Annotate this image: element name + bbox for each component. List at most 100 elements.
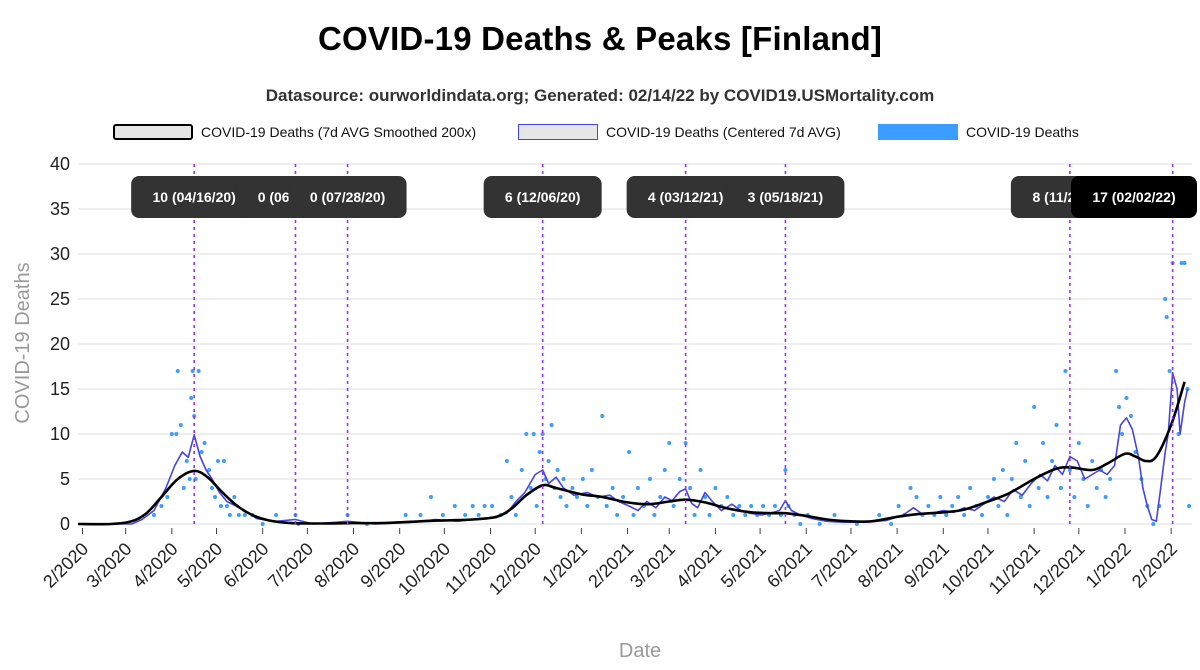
- raw-point-132: [1000, 468, 1005, 472]
- raw-point-50: [524, 432, 529, 436]
- x-tick-label-11: 1/2021: [538, 539, 591, 592]
- raw-point-49: [519, 468, 524, 472]
- raw-point-55: [540, 432, 545, 436]
- raw-point-82: [662, 468, 667, 472]
- legend-swatch-centered: [518, 124, 598, 140]
- raw-point-129: [985, 495, 990, 499]
- raw-point-0: [151, 513, 156, 517]
- raw-point-110: [832, 513, 837, 517]
- raw-point-22: [221, 459, 226, 463]
- raw-point-151: [1085, 504, 1090, 508]
- raw-point-47: [509, 495, 514, 499]
- x-tick-label-12: 2/2021: [584, 539, 637, 592]
- raw-point-135: [1014, 441, 1019, 445]
- raw-point-51: [528, 486, 533, 490]
- legend-swatch-raw: [878, 124, 958, 140]
- raw-point-80: [652, 513, 657, 517]
- raw-point-17: [207, 468, 212, 472]
- centered-avg-line: [78, 371, 1189, 525]
- y-tick-label-0: 0: [60, 514, 70, 534]
- raw-point-72: [610, 486, 615, 490]
- raw-point-139: [1032, 405, 1037, 409]
- legend-label-centered: COVID-19 Deaths (Centered 7d AVG): [606, 124, 841, 140]
- legend-item-centered[interactable]: COVID-19 Deaths (Centered 7d AVG): [518, 124, 841, 140]
- x-tick-label-0: 2/2020: [39, 539, 92, 592]
- legend-item-raw[interactable]: COVID-19 Deaths: [878, 124, 1079, 140]
- legend-item-smoothed[interactable]: COVID-19 Deaths (7d AVG Smoothed 200x): [113, 124, 476, 140]
- raw-point-131: [996, 504, 1001, 508]
- peak-markers: 10 (04/16/20)0 (06/23/20)0 (07/28/20)6 (…: [131, 164, 1197, 524]
- raw-point-128: [980, 513, 985, 517]
- raw-point-142: [1045, 495, 1050, 499]
- raw-point-143: [1050, 459, 1055, 463]
- y-tick-label-10: 10: [50, 424, 70, 444]
- raw-point-71: [604, 504, 609, 508]
- raw-point-92: [713, 486, 718, 490]
- y-axis-ticks: 0 5 10 15 20 25 30 35 40: [50, 154, 70, 534]
- raw-point-58: [549, 423, 554, 427]
- raw-point-30: [274, 513, 279, 517]
- raw-point-107: [798, 522, 803, 526]
- raw-point-35: [403, 513, 408, 517]
- raw-point-141: [1041, 441, 1046, 445]
- y-tick-label-35: 35: [50, 199, 70, 219]
- raw-point-86: [683, 441, 688, 445]
- raw-point-133: [1005, 513, 1010, 517]
- peak-label-4: 4 (03/12/21): [648, 189, 724, 205]
- raw-point-27: [242, 513, 247, 517]
- raw-point-7: [181, 486, 186, 490]
- raw-point-48: [513, 513, 518, 517]
- x-tick-label-3: 5/2020: [173, 539, 226, 592]
- raw-deaths-points: [151, 189, 1192, 526]
- y-tick-label-40: 40: [50, 154, 70, 174]
- raw-point-136: [1018, 495, 1023, 499]
- raw-point-152: [1090, 459, 1095, 463]
- peak-label-box-5: [726, 176, 845, 218]
- raw-point-153: [1094, 486, 1099, 490]
- raw-point-119: [926, 504, 931, 508]
- raw-point-96: [737, 504, 742, 508]
- x-tick-label-16: 6/2021: [763, 539, 816, 592]
- x-tick-label-23: 1/2022: [1082, 539, 1135, 592]
- raw-point-146: [1063, 369, 1068, 373]
- raw-point-149: [1076, 441, 1081, 445]
- raw-point-95: [731, 513, 736, 517]
- x-tick-label-18: 8/2021: [854, 539, 907, 592]
- raw-point-89: [698, 468, 703, 472]
- x-tick-label-13: 3/2021: [626, 539, 679, 592]
- raw-point-176: [1187, 504, 1192, 508]
- raw-point-84: [671, 504, 676, 508]
- y-tick-label-15: 15: [50, 379, 70, 399]
- raw-point-43: [482, 504, 487, 508]
- y-tick-label-20: 20: [50, 334, 70, 354]
- raw-point-145: [1058, 486, 1063, 490]
- smoothed-avg-line: [77, 381, 1186, 526]
- raw-point-147: [1067, 468, 1072, 472]
- raw-point-42: [476, 513, 481, 517]
- legend-swatch-smoothed: [113, 124, 193, 140]
- raw-point-20: [215, 459, 220, 463]
- raw-point-173: [1179, 261, 1184, 265]
- raw-point-38: [440, 513, 445, 517]
- raw-point-91: [707, 513, 712, 517]
- raw-point-53: [534, 504, 539, 508]
- raw-point-63: [564, 504, 569, 508]
- legend-label-raw: COVID-19 Deaths: [966, 124, 1079, 140]
- raw-point-66: [580, 477, 585, 481]
- raw-point-64: [570, 486, 575, 490]
- peak-label-box-3: [483, 176, 602, 218]
- raw-point-88: [692, 513, 697, 517]
- raw-point-74: [621, 495, 626, 499]
- raw-point-3: [169, 432, 174, 436]
- raw-point-158: [1117, 405, 1122, 409]
- raw-point-140: [1036, 486, 1041, 490]
- raw-point-98: [749, 504, 754, 508]
- raw-point-122: [944, 513, 949, 517]
- raw-point-134: [1009, 477, 1014, 481]
- peak-label-3: 6 (12/06/20): [505, 189, 581, 205]
- raw-point-159: [1120, 432, 1125, 436]
- y-tick-label-30: 30: [50, 244, 70, 264]
- raw-point-76: [631, 513, 636, 517]
- raw-point-117: [914, 495, 919, 499]
- raw-point-46: [504, 459, 509, 463]
